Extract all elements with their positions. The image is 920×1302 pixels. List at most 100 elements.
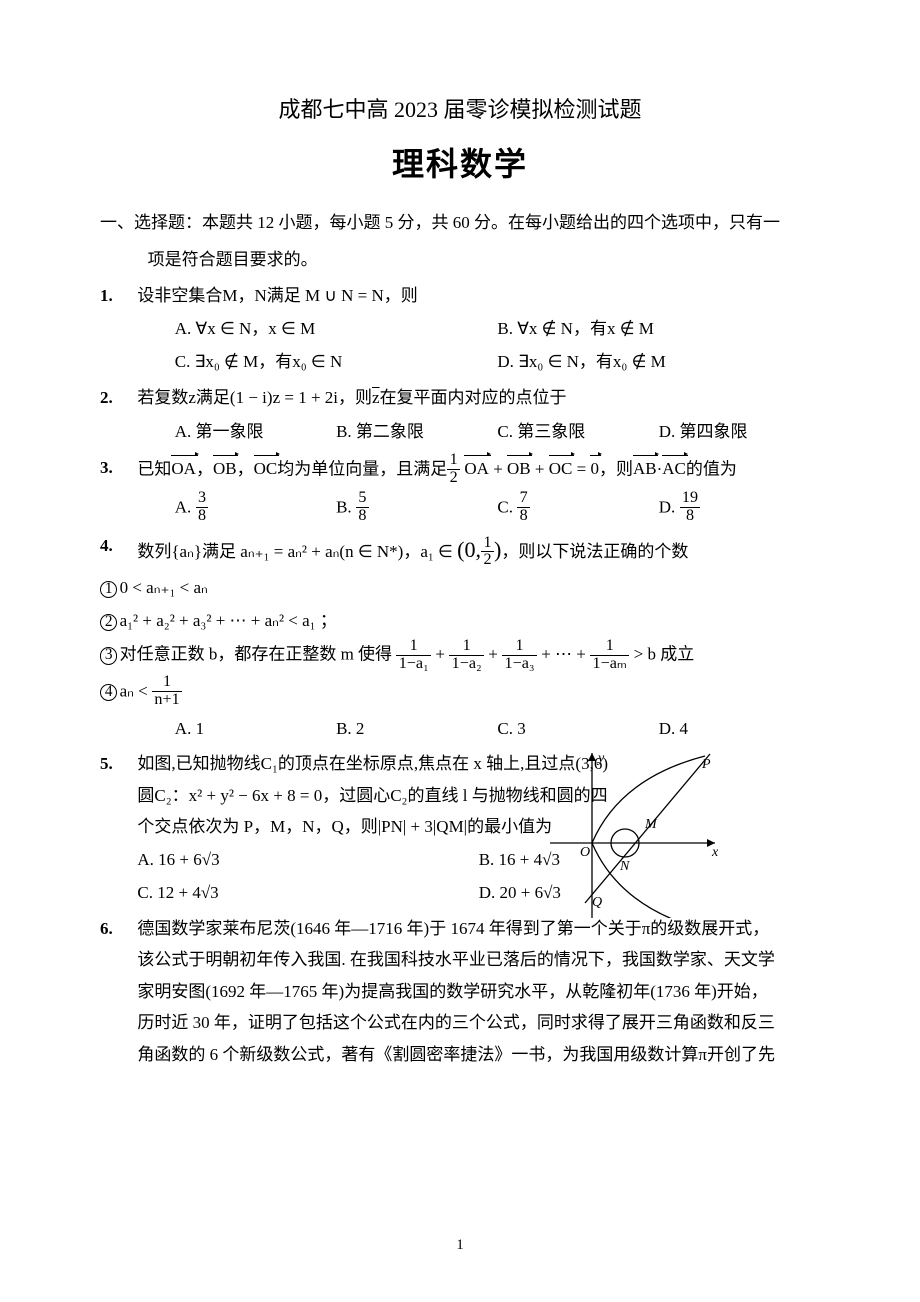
circle-2-icon: 2 xyxy=(100,614,117,631)
option-a: A. 38 xyxy=(175,491,336,526)
option-a: A. 1 xyxy=(175,713,336,744)
frac-n: 1 xyxy=(449,638,484,656)
stem-part-a: 若复数z满足(1 − i)z = 1 + 2i，则 xyxy=(137,388,372,407)
vector-oa: OA xyxy=(171,452,196,485)
question-6: 6. 德国数学家莱布尼茨(1646 年—1716 年)于 1674 年得到了第一… xyxy=(100,913,820,1070)
frac-d: 1−a₃ xyxy=(502,656,537,673)
frac-d: 1−a₂ xyxy=(449,656,484,673)
vector-zero: 0 xyxy=(590,452,599,485)
label-m: M xyxy=(644,817,658,832)
section-heading-line2: 项是符合题目要求的。 xyxy=(100,244,820,275)
frac-d: 8 xyxy=(196,508,209,525)
question-2: 2. 若复数z满足(1 − i)z = 1 + 2i，则z在复平面内对应的点位于… xyxy=(100,382,820,447)
frac-n: 7 xyxy=(517,490,530,508)
frac-d: 1−a₁ xyxy=(396,656,431,673)
circle-1-icon: 1 xyxy=(100,581,117,598)
plus: + xyxy=(489,459,507,478)
label-y: y xyxy=(596,751,605,766)
label-o: O xyxy=(580,845,590,860)
frac-n: 19 xyxy=(680,490,701,508)
question-stem: 设非空集合M，N满足 M ∪ N = N，则 xyxy=(137,280,820,311)
school-title: 成都七中高 2023 届零诊模拟检测试题 xyxy=(100,90,820,131)
statement-2: 2a₁² + a₂² + a₃² + ⋯ + aₙ² < a₁ ； xyxy=(100,605,820,636)
option-c: C. ∃x₀ ∉ M，有x₀ ∈ N xyxy=(175,346,498,377)
frac-d: 2 xyxy=(447,470,460,487)
label: B. xyxy=(336,497,356,516)
stem-line: 角函数的 6 个新级数公式，著有《割圆密率捷法》一书，为我国用级数计算π开创了先 xyxy=(137,1039,820,1070)
frac-d: 8 xyxy=(356,508,369,525)
option-a: A. ∀x ∈ N，x ∈ M xyxy=(175,313,498,344)
option-b: B. 第二象限 xyxy=(336,416,497,447)
question-stem: 若复数z满足(1 − i)z = 1 + 2i，则z在复平面内对应的点位于 xyxy=(137,382,820,413)
page-number: 1 xyxy=(0,1232,920,1260)
question-number: 3. xyxy=(100,452,137,483)
option-d: D. 198 xyxy=(659,491,820,526)
circle-4-icon: 4 xyxy=(100,684,117,701)
option-a: A. 第一象限 xyxy=(175,416,336,447)
label-p: P xyxy=(701,757,711,772)
option-b: B. ∀x ∉ N，有x ∉ M xyxy=(497,313,820,344)
statement-text: 对任意正数 b，都存在正整数 m 使得 xyxy=(120,645,392,664)
stem-part: 数列{aₙ}满足 aₙ₊₁ = aₙ² + aₙ(n ∈ N*)，a₁ ∈ xyxy=(137,542,457,561)
frac-d: 8 xyxy=(517,508,530,525)
label-q: Q xyxy=(592,895,602,910)
plus: + xyxy=(531,459,549,478)
frac-n: 1 xyxy=(481,535,494,553)
frac-n: 1 xyxy=(396,638,431,656)
vector-ob: OB xyxy=(213,452,237,485)
statement-text: 0 < aₙ₊₁ < aₙ xyxy=(120,578,208,597)
frac-n: 3 xyxy=(196,490,209,508)
frac-n: 1 xyxy=(502,638,537,656)
label: A. xyxy=(175,497,196,516)
vector-oc: OC xyxy=(549,452,573,485)
question-number: 1. xyxy=(100,280,137,311)
question-number: 6. xyxy=(100,913,137,944)
question-3: 3. 已知OA，OB，OC均为单位向量，且满足12 OA + OB + OC =… xyxy=(100,452,820,526)
stem-part: ，则 xyxy=(599,459,633,478)
frac-d: 2 xyxy=(481,552,494,569)
paren-open: (0, xyxy=(457,537,481,562)
statement-text: aₙ < xyxy=(120,681,152,700)
option-c: C. 78 xyxy=(497,491,658,526)
dots: + ⋯ + xyxy=(537,645,590,664)
label-x: x xyxy=(711,845,719,860)
option-c: C. 第三象限 xyxy=(497,416,658,447)
question-number: 2. xyxy=(100,382,137,413)
stem-line: 历时近 30 年，证明了包括这个公式在内的三个公式，同时求得了展开三角函数和反三 xyxy=(137,1007,820,1038)
frac-n: 5 xyxy=(356,490,369,508)
vector-ac: AC xyxy=(662,452,686,485)
parabola-diagram: O x y P M N Q xyxy=(550,748,720,918)
frac-n: 1 xyxy=(447,452,460,470)
stem-part: 已知 xyxy=(137,459,171,478)
stem-line: 该公式于明朝初年传入我国. 在我国科技水平业已落后的情况下，我国数学家、天文学 xyxy=(137,944,820,975)
z-conjugate: z xyxy=(372,388,380,407)
statement-text: a₁² + a₂² + a₃² + ⋯ + aₙ² < a₁ ； xyxy=(120,611,337,630)
option-d: D. 第四象限 xyxy=(659,416,820,447)
option-b: B. 58 xyxy=(336,491,497,526)
question-4: 4. 数列{aₙ}满足 aₙ₊₁ = aₙ² + aₙ(n ∈ N*)，a₁ ∈… xyxy=(100,530,820,571)
circle-3-icon: 3 xyxy=(100,647,117,664)
option-c: C. 12 + 4√3 xyxy=(137,877,478,908)
option-d: D. ∃x₀ ∈ N，有x₀ ∉ M xyxy=(497,346,820,377)
option-a: A. 16 + 6√3 xyxy=(137,844,478,875)
stem-part: 均为单位向量，且满足 xyxy=(277,459,447,478)
stem-part-b: 在复平面内对应的点位于 xyxy=(380,388,567,407)
question-1: 1. 设非空集合M，N满足 M ∪ N = N，则 A. ∀x ∈ N，x ∈ … xyxy=(100,280,820,378)
label: D. xyxy=(659,497,680,516)
option-d: D. 4 xyxy=(659,713,820,744)
subject-title: 理科数学 xyxy=(100,135,820,194)
stem-part: 的值为 xyxy=(686,459,737,478)
stem-part: ，则以下说法正确的个数 xyxy=(501,542,688,561)
question-stem: 已知OA，OB，OC均为单位向量，且满足12 OA + OB + OC = 0，… xyxy=(137,452,820,488)
frac-n: 1 xyxy=(590,638,629,656)
equals: = xyxy=(572,459,590,478)
label-n: N xyxy=(619,859,630,874)
question-stem: 数列{aₙ}满足 aₙ₊₁ = aₙ² + aₙ(n ∈ N*)，a₁ ∈ (0… xyxy=(137,530,820,571)
section-heading-line1: 一、选择题：本题共 12 小题，每小题 5 分，共 60 分。在每小题给出的四个… xyxy=(100,207,820,238)
frac-n: 1 xyxy=(152,674,182,692)
vector-oc: OC xyxy=(254,452,278,485)
stem-line: 家明安图(1692 年—1765 年)为提高我国的数学研究水平，从乾隆初年(17… xyxy=(137,976,820,1007)
vector-oa: OA xyxy=(464,452,489,485)
option-b: B. 2 xyxy=(336,713,497,744)
statement-text: > b 成立 xyxy=(629,645,694,664)
